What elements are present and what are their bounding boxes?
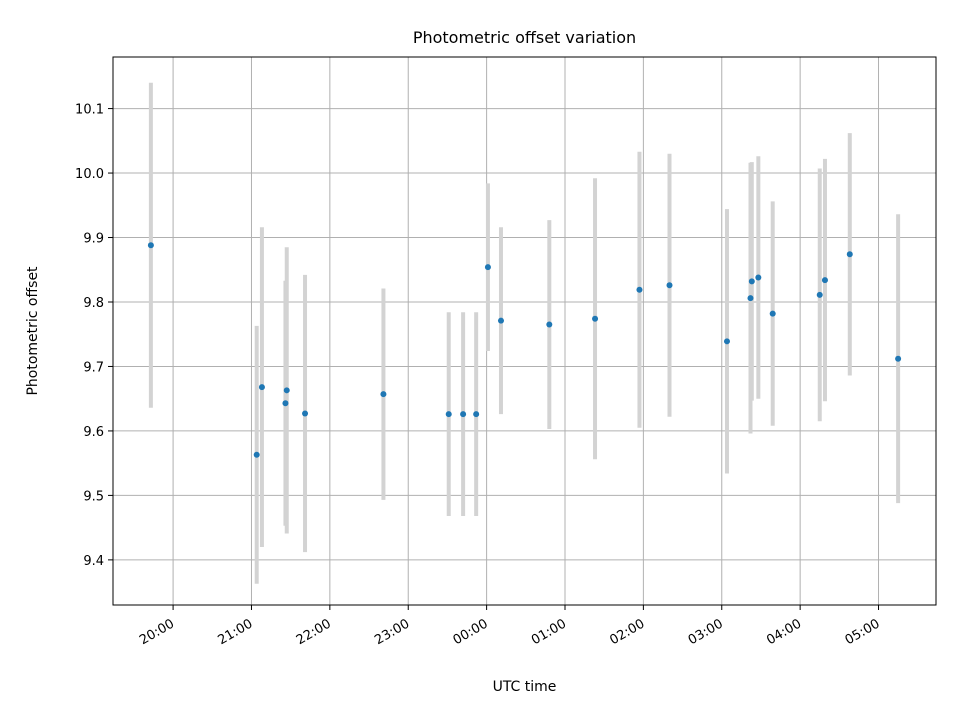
data-point (484, 264, 491, 271)
data-point (473, 411, 480, 418)
data-point (895, 355, 902, 362)
y-tick-label: 9.9 (83, 232, 104, 247)
data-point (747, 295, 754, 302)
data-point (546, 321, 553, 328)
data-point (846, 251, 853, 258)
data-point (460, 411, 467, 418)
data-point (769, 310, 776, 317)
data-point (380, 391, 387, 398)
data-point (821, 277, 828, 284)
data-point (282, 400, 289, 407)
chart-title: Photometric offset variation (413, 28, 636, 47)
data-point (636, 286, 643, 293)
y-tick-label: 9.7 (83, 360, 104, 375)
data-point (592, 315, 599, 322)
data-point (666, 282, 673, 289)
plot-frame (112, 56, 937, 606)
data-point (816, 291, 823, 298)
data-point (253, 451, 260, 458)
data-point (445, 411, 452, 418)
x-axis-label: UTC time (493, 679, 557, 695)
y-tick-label: 9.4 (83, 554, 104, 569)
data-point (283, 387, 290, 394)
data-point (748, 278, 755, 285)
data-point (147, 242, 154, 249)
data-point (258, 384, 265, 391)
data-points (147, 242, 902, 458)
data-point (302, 410, 309, 417)
y-axis-ticks: 9.4 9.5 9.6 9.7 9.8 9.9 10.0 10.1 (75, 103, 113, 569)
data-point (755, 274, 762, 281)
y-tick-label: 9.5 (83, 489, 104, 504)
data-point (497, 317, 504, 324)
y-tick-label: 9.6 (83, 425, 104, 440)
y-tick-label: 10.1 (75, 103, 104, 118)
y-tick-label: 10.0 (75, 167, 104, 182)
grid-lines (113, 57, 936, 605)
y-tick-label: 9.8 (83, 296, 104, 311)
data-point (723, 338, 730, 345)
y-axis-label: Photometric offset (25, 266, 41, 396)
